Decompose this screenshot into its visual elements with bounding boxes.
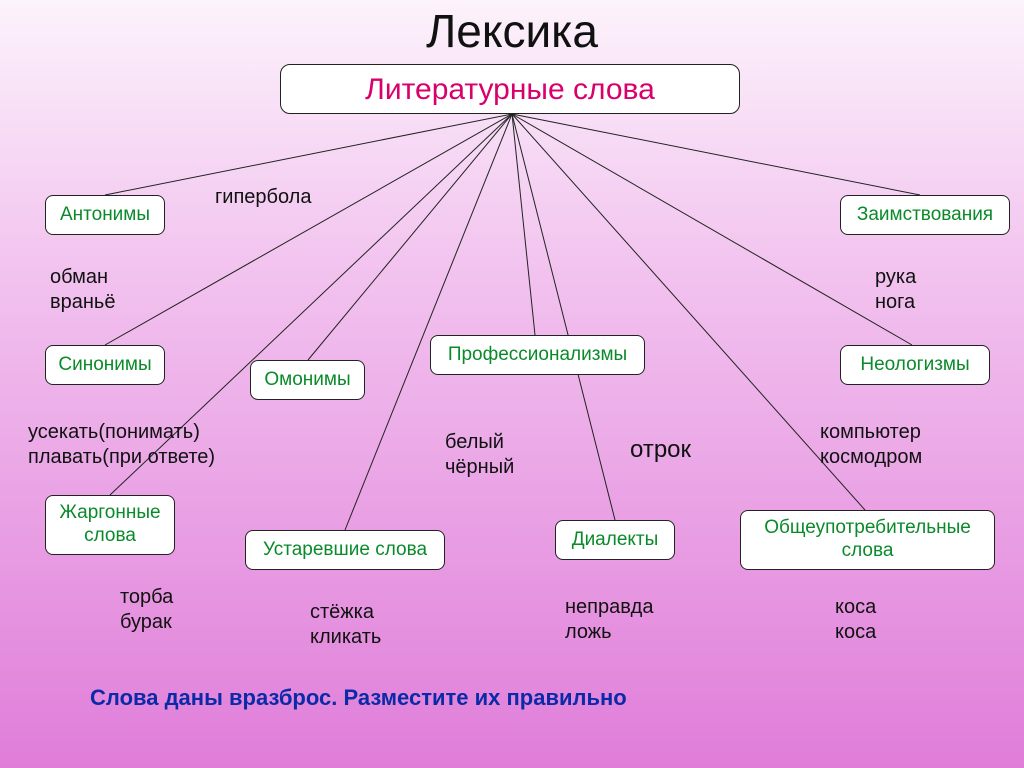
node-obsche[interactable]: Общеупотребительные слова bbox=[740, 510, 995, 570]
annotation-a_ruka: рука нога bbox=[875, 265, 916, 315]
node-zhargon[interactable]: Жаргонные слова bbox=[45, 495, 175, 555]
edge-to-omonimy bbox=[308, 114, 512, 360]
annotation-a_usekat: усекать(понимать) плавать(при ответе) bbox=[28, 420, 215, 470]
annotation-a_stezhka: стёжка кликать bbox=[310, 600, 381, 650]
annotation-a_komp: компьютер космодром bbox=[820, 420, 922, 470]
node-neolog[interactable]: Неологизмы bbox=[840, 345, 990, 385]
annotation-a_nepravda: неправда ложь bbox=[565, 595, 653, 645]
instruction-text: Слова даны вразброс. Разместите их прави… bbox=[90, 685, 627, 711]
node-omonimy[interactable]: Омонимы bbox=[250, 360, 365, 400]
page-title: Лексика bbox=[0, 4, 1024, 58]
node-profess[interactable]: Профессионализмы bbox=[430, 335, 645, 375]
annotation-a_otrok: отрок bbox=[630, 435, 691, 465]
node-antonimy[interactable]: Антонимы bbox=[45, 195, 165, 235]
edge-to-dialekty bbox=[512, 114, 615, 520]
annotation-a_obman: обман враньё bbox=[50, 265, 115, 315]
node-label: Диалекты bbox=[572, 529, 659, 552]
annotation-a_giperbola: гипербола bbox=[215, 185, 311, 210]
node-label: Антонимы bbox=[60, 204, 150, 227]
node-ustar[interactable]: Устаревшие слова bbox=[245, 530, 445, 570]
edge-to-antonimy bbox=[105, 114, 512, 195]
node-zaimstv[interactable]: Заимствования bbox=[840, 195, 1010, 235]
node-label: Общеупотребительные слова bbox=[764, 517, 971, 563]
root-node-label: Литературные слова bbox=[365, 73, 655, 106]
node-label: Заимствования bbox=[857, 204, 993, 227]
annotation-a_torba: торба бурак bbox=[120, 585, 173, 635]
node-sinonimy[interactable]: Синонимы bbox=[45, 345, 165, 385]
node-label: Синонимы bbox=[58, 354, 151, 377]
annotation-a_kosa: коса коса bbox=[835, 595, 876, 645]
root-node: Литературные слова bbox=[280, 64, 740, 114]
annotation-a_belyy: белый чёрный bbox=[445, 430, 514, 480]
edge-to-sinonimy bbox=[105, 114, 512, 345]
node-dialekty[interactable]: Диалекты bbox=[555, 520, 675, 560]
node-label: Устаревшие слова bbox=[263, 539, 427, 562]
node-label: Профессионализмы bbox=[448, 344, 627, 367]
edge-to-profess bbox=[512, 114, 535, 335]
node-label: Омонимы bbox=[264, 369, 350, 392]
node-label: Жаргонные слова bbox=[59, 502, 160, 548]
node-label: Неологизмы bbox=[860, 354, 969, 377]
